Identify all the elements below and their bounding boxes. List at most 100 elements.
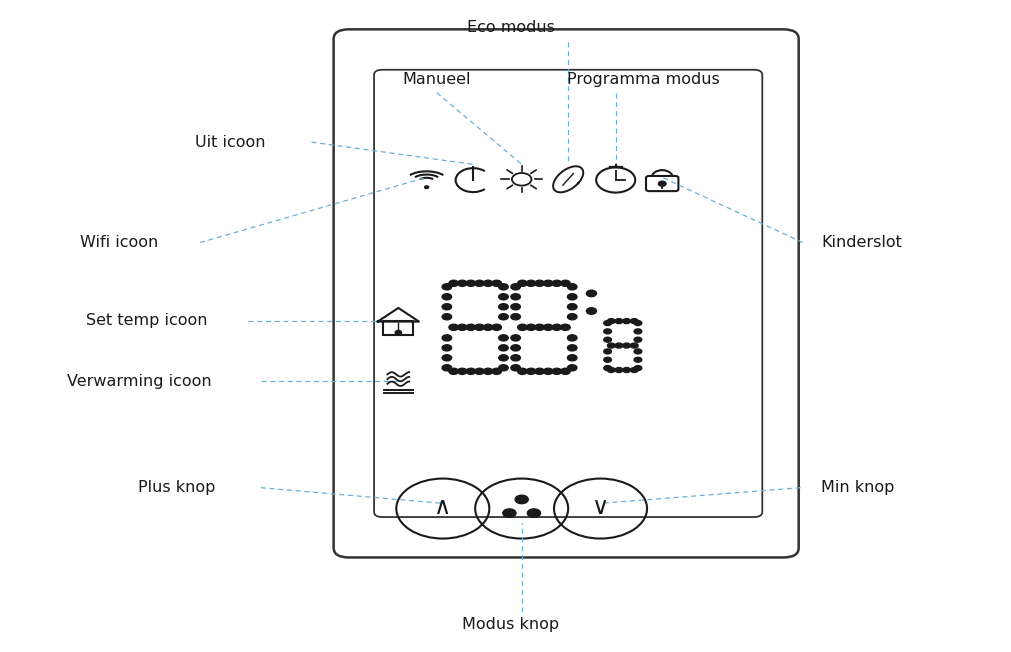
Circle shape bbox=[502, 509, 516, 518]
Text: ∧: ∧ bbox=[434, 496, 452, 519]
Circle shape bbox=[498, 335, 509, 341]
Circle shape bbox=[442, 284, 452, 290]
Circle shape bbox=[552, 324, 561, 331]
Circle shape bbox=[498, 284, 509, 290]
Circle shape bbox=[527, 324, 536, 331]
Circle shape bbox=[567, 355, 577, 361]
Circle shape bbox=[498, 345, 509, 351]
Circle shape bbox=[449, 324, 458, 331]
Circle shape bbox=[442, 293, 452, 300]
Circle shape bbox=[615, 319, 623, 323]
Circle shape bbox=[498, 364, 509, 371]
Circle shape bbox=[511, 335, 521, 341]
Circle shape bbox=[634, 349, 642, 354]
FancyBboxPatch shape bbox=[383, 321, 413, 335]
Circle shape bbox=[634, 321, 642, 325]
Circle shape bbox=[544, 280, 553, 286]
Circle shape bbox=[511, 364, 521, 371]
Circle shape bbox=[498, 293, 509, 300]
Circle shape bbox=[552, 368, 561, 374]
Text: Wifi icoon: Wifi icoon bbox=[80, 235, 159, 250]
Text: Set temp icoon: Set temp icoon bbox=[86, 313, 207, 329]
Circle shape bbox=[442, 335, 452, 341]
Circle shape bbox=[511, 284, 521, 290]
Circle shape bbox=[658, 181, 666, 186]
Circle shape bbox=[615, 343, 623, 348]
Circle shape bbox=[567, 335, 577, 341]
Circle shape bbox=[458, 324, 467, 331]
Circle shape bbox=[567, 364, 577, 371]
Circle shape bbox=[586, 308, 596, 314]
Circle shape bbox=[516, 496, 529, 503]
FancyBboxPatch shape bbox=[334, 29, 799, 557]
Circle shape bbox=[604, 321, 612, 325]
Text: Min knop: Min knop bbox=[821, 480, 894, 496]
Circle shape bbox=[631, 319, 638, 323]
Text: ∨: ∨ bbox=[591, 496, 610, 519]
Circle shape bbox=[631, 368, 638, 372]
Circle shape bbox=[634, 329, 642, 334]
Circle shape bbox=[442, 364, 452, 371]
Circle shape bbox=[634, 366, 642, 370]
Circle shape bbox=[449, 280, 458, 286]
Circle shape bbox=[527, 280, 536, 286]
Text: Manueel: Manueel bbox=[402, 72, 471, 87]
Circle shape bbox=[466, 280, 475, 286]
Circle shape bbox=[518, 324, 527, 331]
Circle shape bbox=[466, 324, 475, 331]
Circle shape bbox=[498, 355, 509, 361]
Circle shape bbox=[395, 331, 401, 334]
Circle shape bbox=[511, 293, 521, 300]
Circle shape bbox=[528, 509, 541, 518]
Circle shape bbox=[567, 304, 577, 310]
FancyBboxPatch shape bbox=[646, 176, 678, 191]
Circle shape bbox=[623, 343, 631, 348]
Circle shape bbox=[483, 280, 492, 286]
Circle shape bbox=[498, 304, 509, 310]
Circle shape bbox=[544, 324, 553, 331]
Text: Plus knop: Plus knop bbox=[139, 480, 215, 496]
Circle shape bbox=[498, 314, 509, 319]
Circle shape bbox=[604, 337, 612, 342]
Circle shape bbox=[492, 368, 501, 374]
Circle shape bbox=[608, 368, 615, 372]
Circle shape bbox=[442, 304, 452, 310]
Text: Kinderslot: Kinderslot bbox=[821, 235, 902, 250]
Circle shape bbox=[442, 355, 452, 361]
Circle shape bbox=[544, 368, 553, 374]
Circle shape bbox=[483, 368, 492, 374]
Circle shape bbox=[458, 368, 467, 374]
Text: Uit icoon: Uit icoon bbox=[195, 134, 266, 150]
Circle shape bbox=[608, 343, 615, 348]
Circle shape bbox=[449, 368, 458, 374]
Circle shape bbox=[561, 324, 570, 331]
Circle shape bbox=[561, 280, 570, 286]
Circle shape bbox=[634, 337, 642, 342]
Circle shape bbox=[634, 357, 642, 363]
Text: Eco modus: Eco modus bbox=[467, 20, 554, 35]
Circle shape bbox=[425, 186, 429, 188]
FancyBboxPatch shape bbox=[374, 70, 762, 517]
Circle shape bbox=[442, 314, 452, 319]
Circle shape bbox=[535, 368, 544, 374]
Circle shape bbox=[623, 319, 631, 323]
Circle shape bbox=[475, 324, 484, 331]
Text: Programma modus: Programma modus bbox=[566, 72, 720, 87]
Circle shape bbox=[623, 368, 631, 372]
Circle shape bbox=[552, 280, 561, 286]
Text: Modus knop: Modus knop bbox=[462, 617, 559, 632]
Circle shape bbox=[527, 368, 536, 374]
Circle shape bbox=[535, 324, 544, 331]
Circle shape bbox=[561, 368, 570, 374]
Circle shape bbox=[567, 314, 577, 319]
Circle shape bbox=[586, 290, 596, 297]
Circle shape bbox=[475, 280, 484, 286]
Circle shape bbox=[567, 284, 577, 290]
Circle shape bbox=[511, 314, 521, 319]
Circle shape bbox=[475, 368, 484, 374]
Circle shape bbox=[442, 345, 452, 351]
Circle shape bbox=[615, 368, 623, 372]
Circle shape bbox=[604, 329, 612, 334]
Circle shape bbox=[492, 324, 501, 331]
Circle shape bbox=[604, 357, 612, 363]
